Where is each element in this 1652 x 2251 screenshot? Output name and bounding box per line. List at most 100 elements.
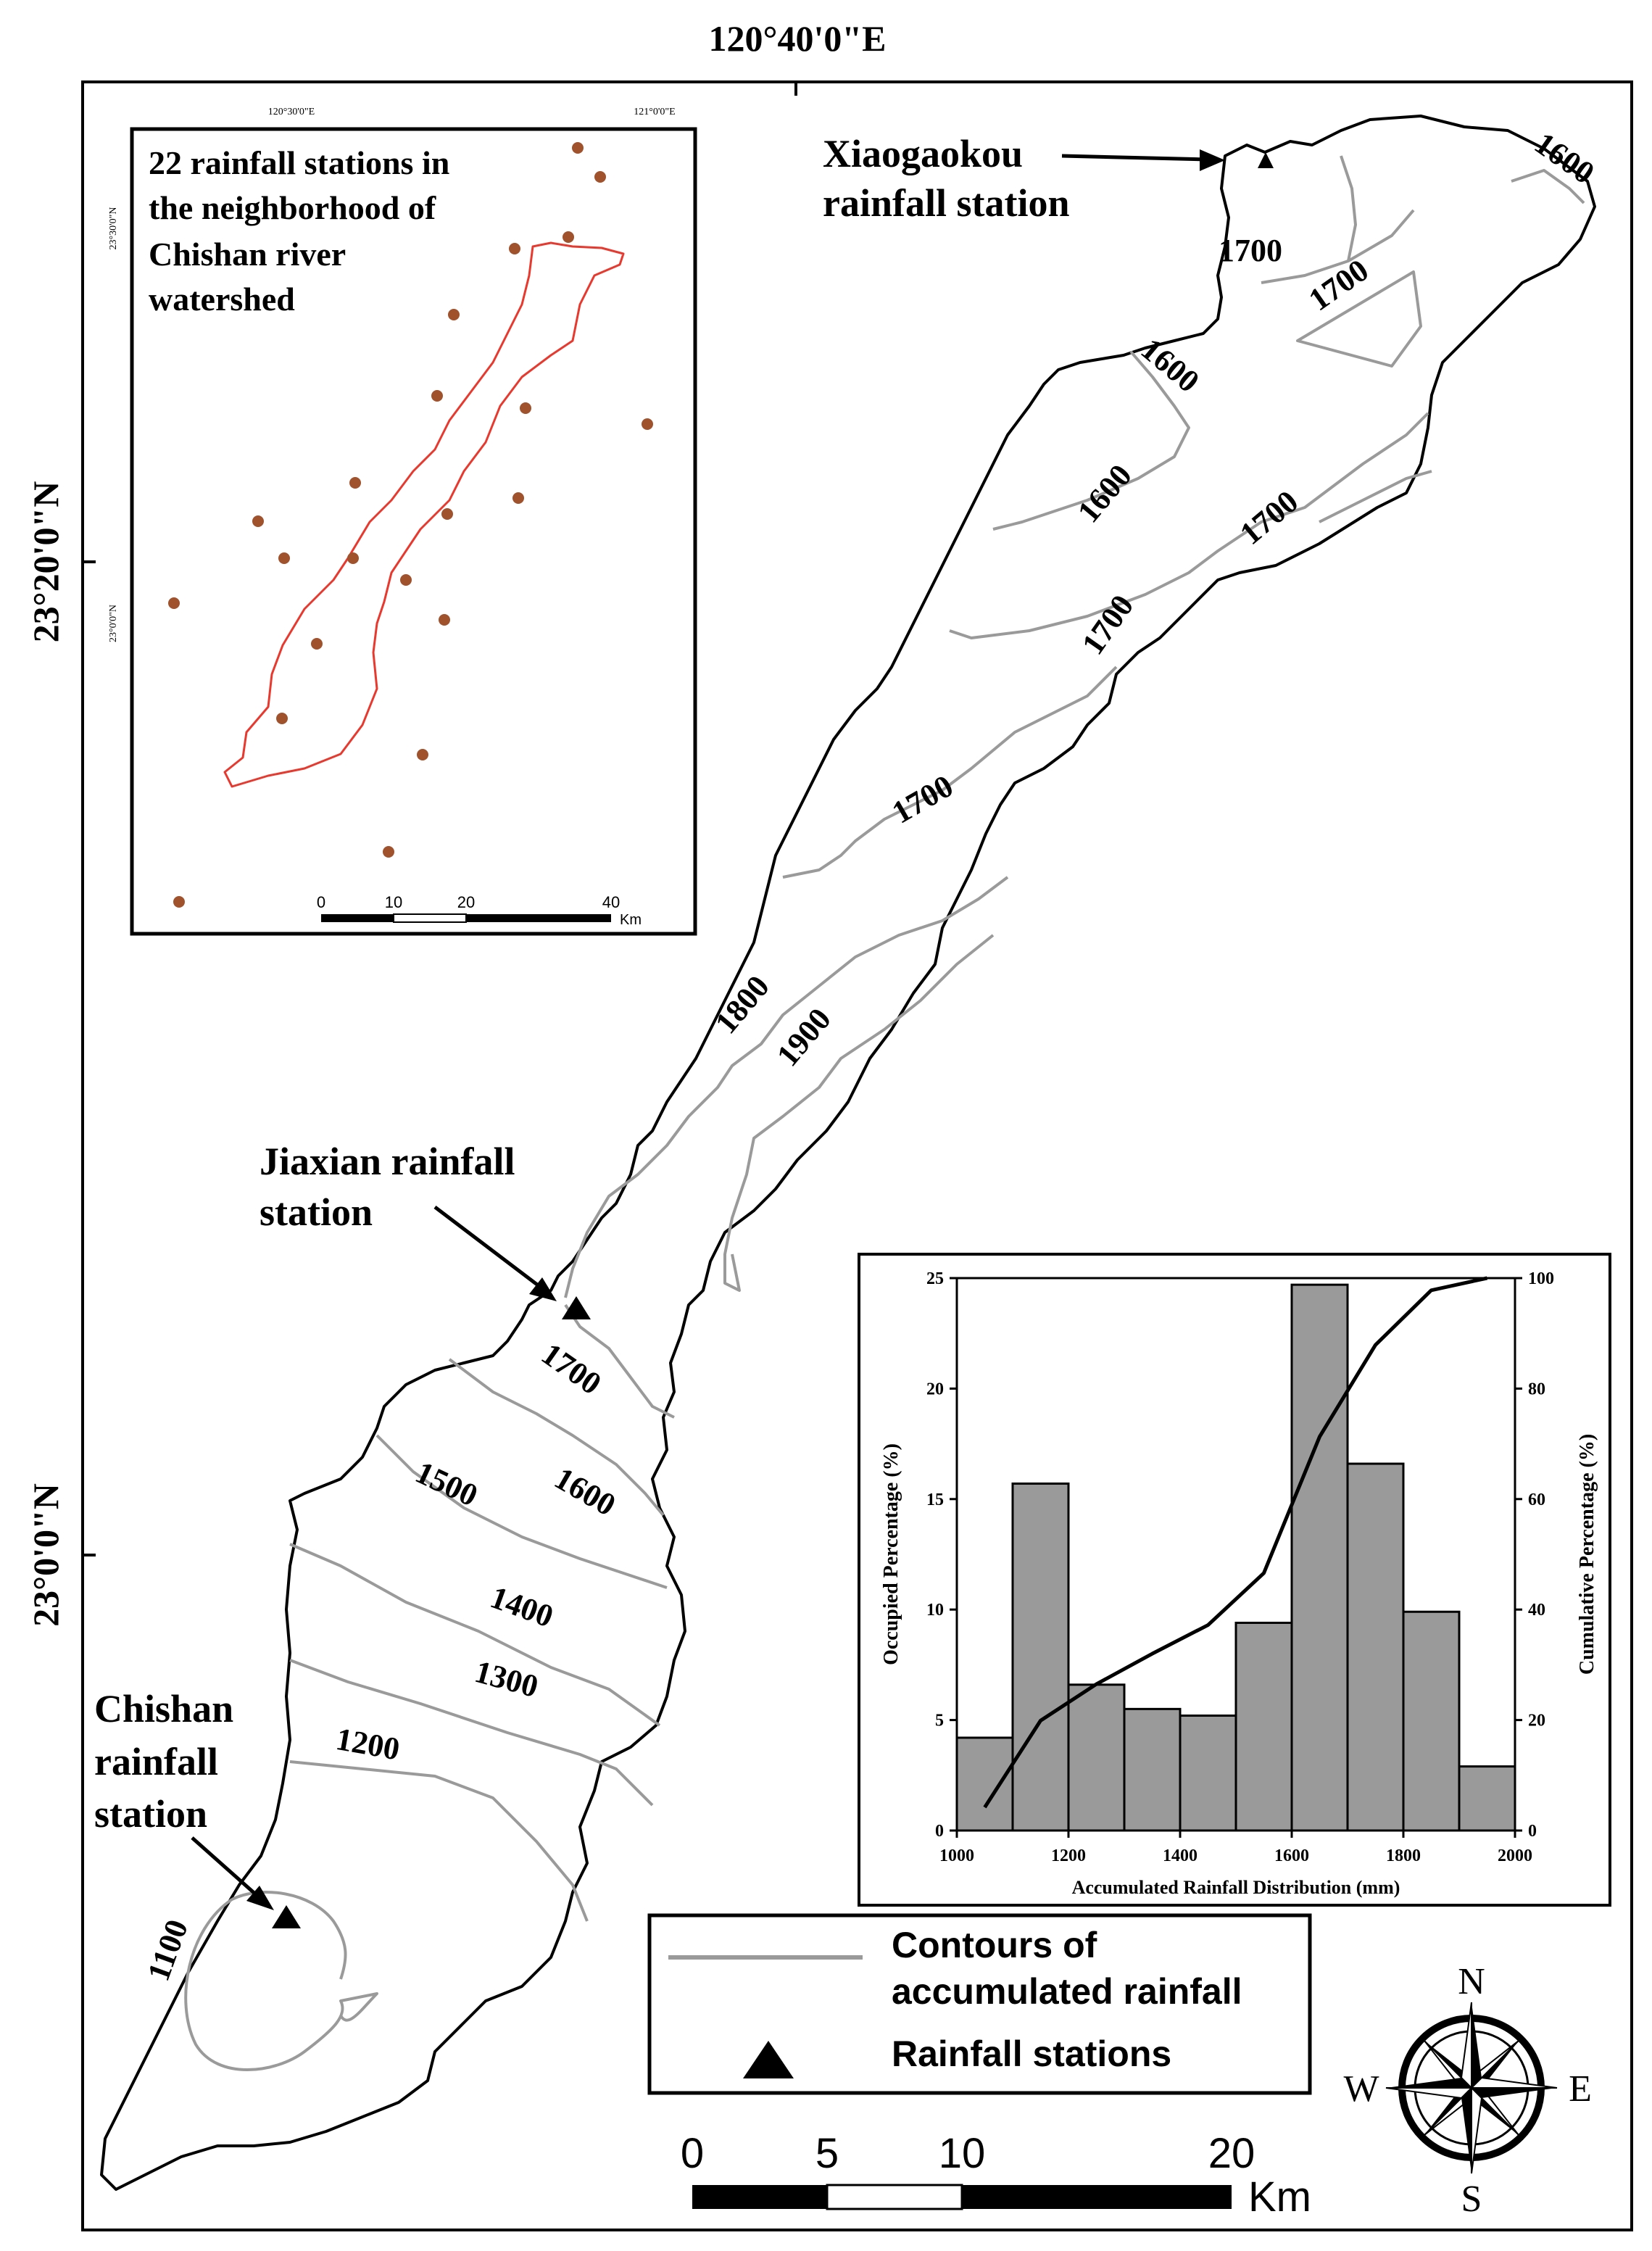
- inset-station-dot: [400, 574, 412, 586]
- inset-station-dot: [594, 171, 606, 183]
- watershed-boundary: [100, 115, 1596, 2191]
- scale-seg: [826, 2184, 963, 2210]
- histogram-bar: [1290, 1283, 1349, 1832]
- compass-rose: N S E W: [1343, 1961, 1591, 2220]
- inset-title-line: the neighborhood of: [149, 189, 436, 226]
- chart-y2-tick-label: 0: [1528, 1822, 1537, 1841]
- station-label-chishan-line2: rainfall: [94, 1740, 218, 1783]
- inset-station-dot: [173, 896, 185, 908]
- inset-title-line: 22 rainfall stations in: [149, 144, 449, 181]
- compass-cardinal-points: [1385, 2002, 1558, 2174]
- contour-line-1600-loop: [949, 412, 1429, 639]
- compass-point: [1461, 2088, 1472, 2173]
- station-marker-chishan: [272, 1905, 301, 1928]
- compass-point: [1472, 2002, 1482, 2088]
- inset-scale-bar: 0 10 20 40 Km: [317, 893, 642, 928]
- legend-box: Contours of accumulated rainfall Rainfal…: [647, 1913, 1312, 2095]
- station-marker-jiaxian: [562, 1296, 591, 1319]
- main-scale-bar: 0 5 10 20 Km: [681, 2130, 1311, 2221]
- chart-x-ticks: 1000 1200 1400 1600 1800 2000: [939, 1831, 1532, 1865]
- inset-lon-left-label: 120°30'0"E: [268, 107, 315, 117]
- inset-station-dot: [642, 418, 653, 430]
- inset-scale-tick: 40: [602, 893, 620, 911]
- inset-scale-tick: 0: [317, 893, 325, 911]
- compass-point: [1472, 2088, 1557, 2098]
- inset-station-dot: [252, 515, 264, 527]
- chart-y2label: Cumulative Percentage (%): [1576, 1434, 1598, 1675]
- scale-tick: 20: [1208, 2130, 1255, 2177]
- inset-station-dot: [512, 492, 524, 504]
- inset-station-dot: [311, 638, 323, 650]
- histogram-bar: [1234, 1621, 1293, 1832]
- inset-lat-upper-label: 23°30'0"N: [108, 207, 119, 250]
- inset-scale-tick: 10: [385, 893, 402, 911]
- scale-unit: Km: [1248, 2173, 1311, 2221]
- chart-y2-tick-label: 60: [1528, 1491, 1545, 1509]
- chart-y2-ticks: 0 20 40 60 80 100: [1515, 1269, 1554, 1841]
- compass-west-label: W: [1343, 2068, 1379, 2110]
- inset-scale-seg: [466, 914, 611, 922]
- inset-station-dot: [431, 390, 443, 402]
- legend-contour-label-2: accumulated rainfall: [892, 1971, 1242, 2012]
- lat-lower-label: 23°0'0"N: [25, 1483, 66, 1627]
- chart-y2-tick-label: 80: [1528, 1380, 1545, 1398]
- inset-station-dot: [349, 477, 361, 489]
- inset-station-dot: [347, 552, 359, 564]
- scale-seg: [962, 2185, 1232, 2209]
- chart-ylabel: Occupied Percentage (%): [880, 1443, 902, 1665]
- contour-line-1200: [289, 1760, 589, 1922]
- inset-scale-seg: [393, 913, 467, 923]
- inset-station-dot: [563, 231, 574, 243]
- contour-line-1300: [289, 1659, 654, 1807]
- compass-point: [1386, 2078, 1472, 2088]
- lat-upper-label: 23°20'0"N: [25, 481, 66, 643]
- station-arrows: [191, 149, 1225, 1910]
- top-longitude-label: 120°40'0"E: [709, 18, 887, 59]
- inset-station-dot: [520, 402, 531, 414]
- chart-y2-tick-label: 20: [1528, 1712, 1545, 1730]
- inset-station-dot: [417, 749, 428, 760]
- arrow-jiaxian: [433, 1206, 541, 1288]
- chart-y-ticks: 0 5 10 15 20 25: [926, 1269, 957, 1841]
- inset-station-dot: [448, 309, 460, 320]
- chart-y-tick-label: 20: [926, 1380, 944, 1398]
- compass-north-label: N: [1458, 1961, 1485, 2002]
- compass-south-label: S: [1461, 2179, 1482, 2220]
- inset-station-dot: [276, 713, 288, 724]
- inset-scale-seg: [321, 914, 394, 922]
- chart-y-tick-label: 10: [926, 1601, 944, 1620]
- inset-title-line: watershed: [149, 281, 295, 318]
- scale-tick: 0: [681, 2130, 704, 2177]
- inset-station-dot: [509, 243, 520, 254]
- histogram-bar: [1346, 1462, 1405, 1832]
- inset-lat-lower-label: 23°0'0"N: [108, 605, 119, 642]
- compass-point: [1385, 2087, 1474, 2099]
- histogram-bar: [1067, 1683, 1126, 1832]
- legend-station-label: Rainfall stations: [892, 2034, 1171, 2074]
- contour-line-1700-south: [564, 1303, 675, 1419]
- contour-line-1500: [375, 1434, 668, 1589]
- station-label-jiaxian-line2: station: [260, 1190, 373, 1234]
- station-label-chishan-line1: Chishan: [94, 1687, 233, 1730]
- inset-station-dot: [572, 142, 584, 154]
- chart-y2-tick-label: 100: [1528, 1269, 1554, 1288]
- arrow-chishan: [191, 1836, 259, 1897]
- inset-station-dot: [278, 552, 290, 564]
- chart-y-tick-label: 15: [926, 1491, 944, 1509]
- station-marker-xiaogaokou: [1258, 152, 1274, 168]
- contour-line-1900: [723, 934, 995, 1292]
- inset-title: 22 rainfall stations in the neighborhood…: [149, 144, 449, 318]
- chart-x-tick-label: 1800: [1386, 1846, 1421, 1865]
- inset-frame: [130, 127, 697, 936]
- chart-bars: [955, 1283, 1516, 1832]
- arrow-head-jiaxian: [529, 1277, 557, 1301]
- contour-label: 1700: [1219, 233, 1282, 268]
- chart-y2-tick-label: 40: [1528, 1601, 1545, 1620]
- arrow-head-xiaogaokou: [1200, 149, 1225, 171]
- contour-line-1700-mid: [782, 666, 1118, 879]
- histogram-bar: [1458, 1765, 1516, 1832]
- inset-map: 120°30'0"E 121°0'0"E 23°30'0"N 23°0'0"N …: [108, 107, 697, 936]
- chart-y-tick-label: 25: [926, 1269, 944, 1288]
- histogram-bar: [1402, 1610, 1461, 1832]
- histogram-bar: [1011, 1482, 1070, 1832]
